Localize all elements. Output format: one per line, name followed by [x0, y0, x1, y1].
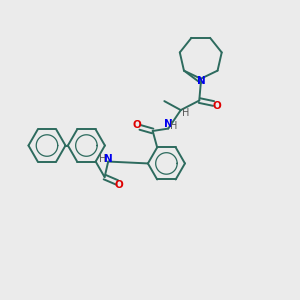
Text: N: N	[164, 118, 172, 128]
Text: H: H	[170, 121, 177, 131]
Text: N: N	[197, 76, 206, 86]
Text: H: H	[99, 154, 106, 164]
Text: O: O	[213, 100, 222, 111]
Text: H: H	[182, 108, 190, 118]
Text: N: N	[104, 154, 113, 164]
Text: O: O	[133, 120, 142, 130]
Text: O: O	[115, 179, 124, 190]
